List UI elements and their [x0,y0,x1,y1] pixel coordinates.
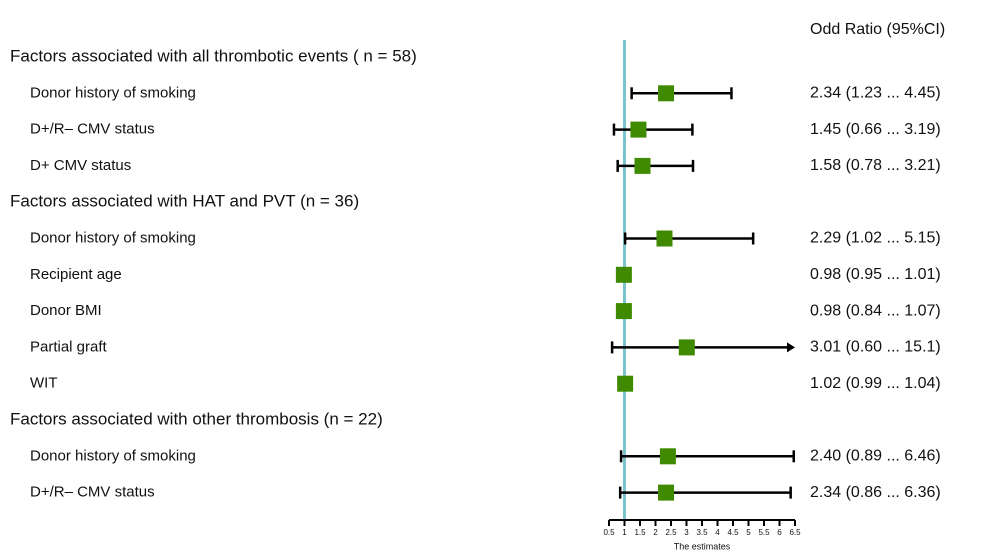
row-label: Donor history of smoking [30,84,196,101]
x-tick-label: 0.5 [603,528,615,537]
estimate-marker [656,230,673,247]
value-label: 1.58 (0.78 ... 3.21) [810,157,941,174]
x-tick-label: 5.5 [758,528,770,537]
estimate-marker [617,375,634,392]
estimate-marker [634,157,651,174]
group-title: Factors associated with other thrombosis… [10,409,383,428]
row-label: Donor history of smoking [30,229,196,246]
row-label: D+ CMV status [30,157,131,174]
value-label: 1.45 (0.66 ... 3.19) [810,121,941,138]
estimate-marker [615,303,632,320]
estimate-marker [658,484,675,501]
x-tick-label: 5 [746,528,751,537]
x-tick-label: 1 [622,528,627,537]
row-label: D+/R– CMV status [30,121,155,138]
group-title: Factors associated with HAT and PVT (n =… [10,192,359,211]
value-label: 2.34 (0.86 ... 6.36) [810,484,941,501]
ci-upper-arrow [787,342,795,353]
row-label: Partial graft [30,338,108,355]
x-tick-label: 3 [684,528,689,537]
row-label: Donor history of smoking [30,447,196,464]
value-label: 3.01 (0.60 ... 15.1) [810,339,941,356]
value-label: 2.34 (1.23 ... 4.45) [810,85,941,102]
estimate-marker [630,121,647,138]
x-axis-label: The estimates [674,541,731,551]
column-header: Odd Ratio (95%CI) [810,21,945,38]
estimate-marker [658,85,675,102]
row-label: Recipient age [30,266,122,283]
x-tick-label: 4.5 [727,528,739,537]
x-tick-label: 4 [715,528,720,537]
row-label: WIT [30,375,58,392]
group-title: Factors associated with all thrombotic e… [10,46,417,65]
x-tick-label: 2 [653,528,658,537]
x-tick-label: 6 [777,528,782,537]
x-tick-label: 1.5 [634,528,646,537]
estimate-marker [678,339,695,356]
row-label: D+/R– CMV status [30,484,155,501]
estimate-marker [615,266,632,283]
value-label: 1.02 (0.99 ... 1.04) [810,375,941,392]
estimate-marker [659,448,676,465]
row-label: Donor BMI [30,302,102,319]
value-label: 2.29 (1.02 ... 5.15) [810,230,941,247]
x-tick-label: 2.5 [665,528,677,537]
value-label: 0.98 (0.84 ... 1.07) [810,302,941,319]
value-label: 2.40 (0.89 ... 6.46) [810,448,941,465]
x-tick-label: 6.5 [789,528,801,537]
value-label: 0.98 (0.95 ... 1.01) [810,266,941,283]
x-tick-label: 3.5 [696,528,708,537]
